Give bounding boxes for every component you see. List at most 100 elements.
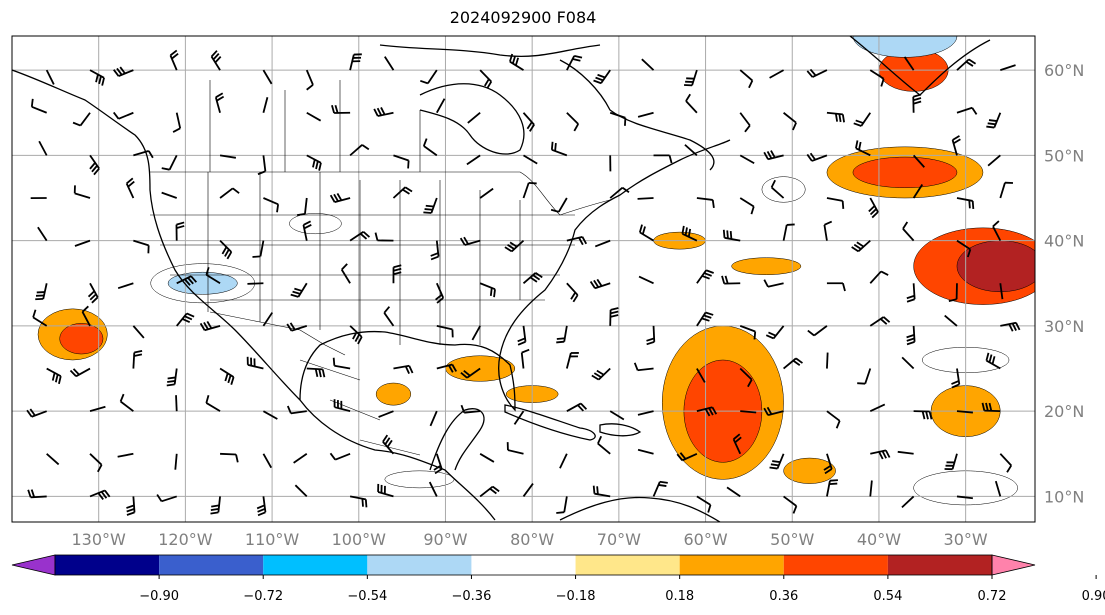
colorbar-tick-label: −0.90	[139, 589, 179, 604]
wind-barb	[214, 92, 225, 113]
wind-barb	[460, 367, 481, 379]
wind-barb	[113, 66, 134, 77]
wind-barb	[175, 395, 178, 412]
wind-barb	[597, 435, 611, 455]
wind-barb	[479, 187, 494, 199]
wind-barb	[999, 181, 1014, 199]
wind-barb	[826, 111, 845, 123]
wind-barb	[739, 112, 751, 133]
wind-barb	[765, 325, 785, 340]
wind-barb	[479, 485, 500, 498]
wind-barb	[219, 154, 237, 159]
wind-barb	[329, 452, 351, 461]
wind-barb	[593, 69, 611, 85]
colorbar-segment	[679, 555, 784, 575]
colorbar-tick-label: −0.36	[452, 589, 492, 604]
wind-barb	[392, 264, 402, 284]
wind-barb	[652, 480, 668, 497]
wind-barb	[117, 452, 134, 458]
colorbar-tick-label: −0.54	[347, 589, 387, 604]
wind-barb	[27, 489, 47, 499]
wind-barb	[113, 111, 134, 120]
colorbar-tick-label: 0.18	[665, 589, 694, 604]
colorbar-segment	[471, 555, 576, 575]
wind-barb	[684, 69, 698, 87]
wind-barb	[739, 367, 753, 388]
colorbar-extend-high	[991, 554, 1036, 576]
wind-barb	[956, 197, 975, 209]
wind-barb	[869, 403, 886, 412]
anomaly-area	[289, 213, 342, 235]
wind-barb	[739, 154, 755, 165]
wind-barb	[161, 191, 178, 199]
longitude-label: 100°W	[332, 530, 387, 549]
wind-barb	[637, 197, 654, 200]
wind-barb	[393, 154, 410, 169]
wind-barb	[522, 112, 535, 132]
wind-barb	[383, 306, 395, 327]
wind-barb	[262, 312, 274, 327]
wind-barb	[35, 283, 48, 301]
wind-barb	[826, 197, 845, 209]
wind-barb	[349, 144, 370, 157]
wind-barb	[156, 494, 177, 503]
wind-barb	[685, 93, 698, 114]
wind-barb	[550, 197, 568, 213]
wind-barb	[306, 154, 322, 171]
wind-barb	[294, 484, 308, 498]
wind-barb	[855, 140, 871, 157]
wind-barb	[296, 197, 308, 216]
wind-barb	[522, 272, 543, 284]
anomaly-area	[852, 156, 958, 189]
us-canada-border	[150, 171, 611, 216]
wind-barb	[210, 50, 222, 71]
wind-barb	[436, 325, 454, 338]
wind-barb	[901, 495, 915, 509]
colorbar-extend-low	[11, 554, 56, 576]
wind-barb	[161, 154, 178, 171]
wind-barb	[306, 111, 322, 122]
wind-barb	[349, 53, 362, 71]
coastline-gulf	[299, 139, 731, 412]
wind-barb	[423, 197, 438, 214]
wind-barb	[566, 402, 588, 412]
wind-barb	[641, 58, 655, 71]
wind-barb	[340, 263, 351, 284]
wind-barb	[349, 231, 371, 242]
wind-barb	[523, 154, 538, 165]
wind-barb	[172, 112, 182, 133]
wind-barb	[166, 368, 178, 387]
wind-barb	[126, 496, 136, 516]
wind-barb	[912, 154, 925, 168]
wind-barb	[89, 453, 103, 473]
wind-barb	[263, 197, 280, 213]
wind-barb	[1000, 64, 1016, 71]
wind-barb	[374, 232, 394, 242]
wind-barb	[653, 154, 673, 164]
wind-barb	[591, 367, 611, 381]
wind-barb	[89, 154, 100, 176]
wind-barb	[205, 266, 221, 285]
state-borders	[150, 80, 611, 456]
wind-barb	[807, 325, 828, 337]
wind-barb	[740, 410, 757, 414]
wind-barb	[176, 312, 195, 327]
latitude-label: 30°N	[1044, 317, 1084, 336]
longitude-label: 130°W	[72, 530, 127, 549]
wind-barb	[176, 275, 198, 286]
wind-barb	[117, 282, 134, 290]
colorbar: −0.90 −0.72 −0.54 −0.36 −0.18 0.18 0.36 0.54 0.7…	[11, 554, 1105, 604]
wind-barb	[783, 112, 797, 131]
wind-barb	[520, 348, 530, 369]
wind-barb	[81, 305, 91, 327]
wind-barb	[696, 368, 706, 383]
wind-barb	[696, 406, 718, 417]
wind-barb	[637, 448, 654, 455]
wind-barb	[87, 282, 99, 304]
wind-barb	[823, 220, 833, 241]
wind-barb	[906, 283, 916, 303]
wind-barb	[219, 187, 240, 199]
anomaly-area	[761, 176, 806, 203]
wind-barb	[637, 111, 654, 118]
wind-barb	[199, 321, 221, 332]
